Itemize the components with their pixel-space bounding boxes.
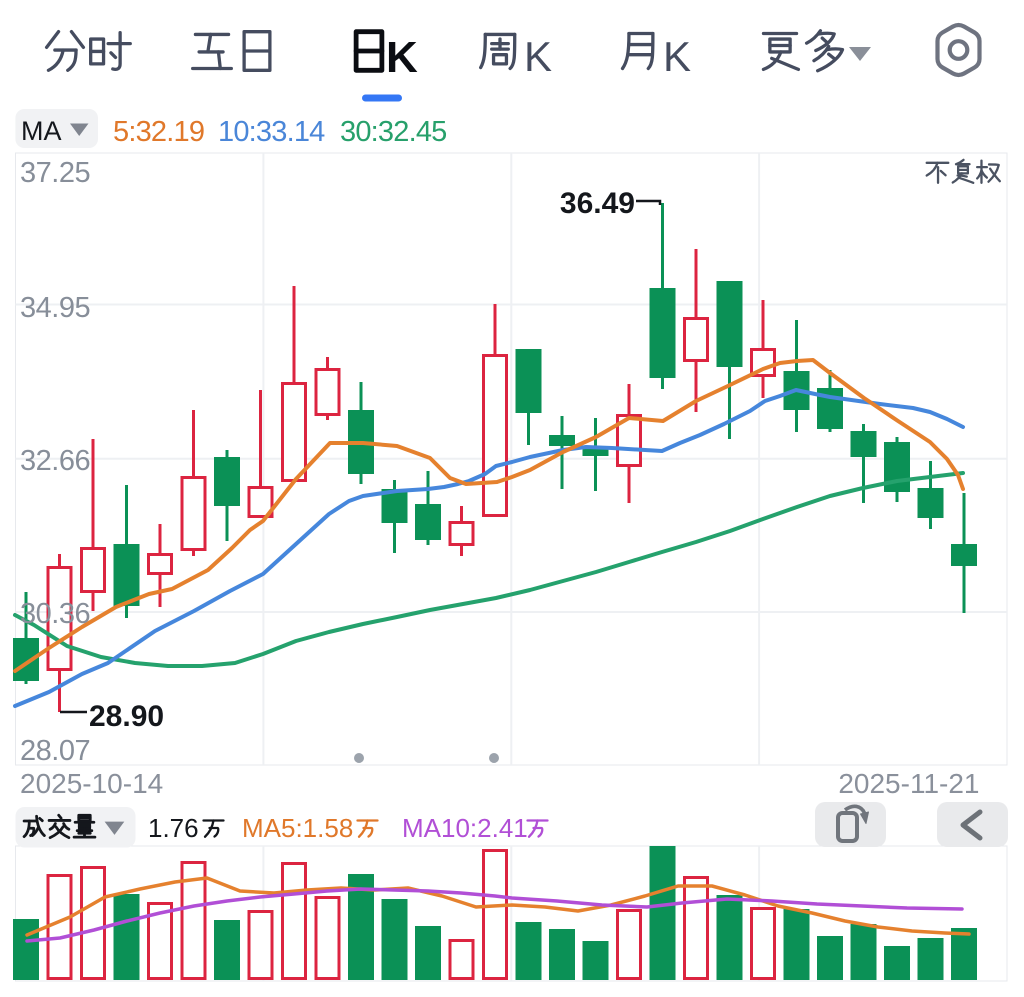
svg-text:2025-11-21: 2025-11-21 bbox=[838, 768, 979, 799]
svg-text:30.36: 30.36 bbox=[20, 598, 90, 630]
svg-text:28.07: 28.07 bbox=[20, 735, 90, 767]
svg-text:MA: MA bbox=[21, 116, 62, 146]
svg-text:5:32.19: 5:32.19 bbox=[113, 116, 204, 148]
svg-text:28.90: 28.90 bbox=[89, 700, 164, 733]
svg-text:2025-10-14: 2025-10-14 bbox=[20, 768, 163, 799]
svg-text:K: K bbox=[524, 33, 552, 80]
svg-text:32.66: 32.66 bbox=[20, 445, 90, 477]
svg-text:37.25: 37.25 bbox=[20, 157, 90, 189]
svg-text:MA10:2.41: MA10:2.41 bbox=[402, 813, 528, 843]
svg-text:1.76: 1.76 bbox=[148, 813, 199, 843]
svg-text:K: K bbox=[386, 33, 418, 82]
svg-text:K: K bbox=[663, 33, 691, 80]
svg-text:MA5:1.58: MA5:1.58 bbox=[242, 813, 353, 843]
svg-text:34.95: 34.95 bbox=[20, 292, 90, 324]
svg-text:10:33.14: 10:33.14 bbox=[218, 116, 325, 148]
svg-text:36.49: 36.49 bbox=[560, 187, 635, 220]
svg-text:30:32.45: 30:32.45 bbox=[340, 116, 447, 148]
